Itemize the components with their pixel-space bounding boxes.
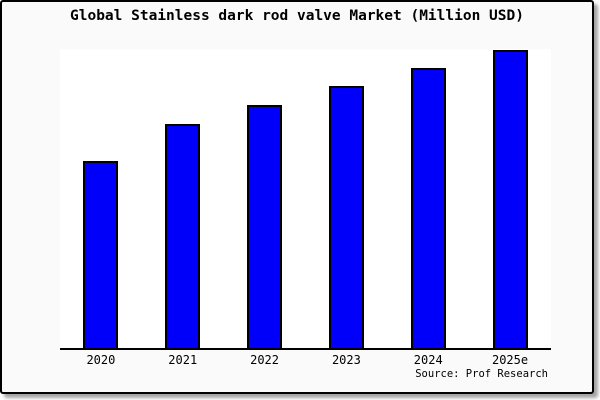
bar-slot-2024 bbox=[387, 49, 469, 348]
source-caption: Source: Prof Research bbox=[415, 368, 548, 380]
bar-slot-2023 bbox=[305, 49, 387, 348]
bar-2023 bbox=[328, 86, 364, 348]
bar-slot-2025e bbox=[469, 49, 551, 348]
chart-title: Global Stainless dark rod valve Market (… bbox=[70, 8, 524, 24]
x-tick-label-2020: 2020 bbox=[86, 353, 116, 367]
bar-2020 bbox=[83, 161, 119, 348]
bar-slot-2020 bbox=[60, 49, 142, 348]
x-tick-label-2024: 2024 bbox=[413, 353, 443, 367]
bar-2022 bbox=[247, 104, 283, 348]
bar-slot-2021 bbox=[142, 49, 224, 348]
x-axis-labels: 2020 2021 2022 2023 2024 2025e bbox=[60, 353, 551, 367]
x-tick-label-2021: 2021 bbox=[168, 353, 198, 367]
plot-area bbox=[60, 49, 551, 350]
chart-card: Global Stainless dark rod valve Market (… bbox=[0, 0, 594, 394]
bar-2025e bbox=[492, 49, 528, 348]
bar-slot-2022 bbox=[224, 49, 306, 348]
x-tick-label-2025e: 2025e bbox=[491, 353, 529, 367]
bar-2021 bbox=[165, 124, 201, 348]
bar-2024 bbox=[410, 68, 446, 348]
x-tick-label-2022: 2022 bbox=[250, 353, 280, 367]
x-tick-label-2023: 2023 bbox=[331, 353, 361, 367]
